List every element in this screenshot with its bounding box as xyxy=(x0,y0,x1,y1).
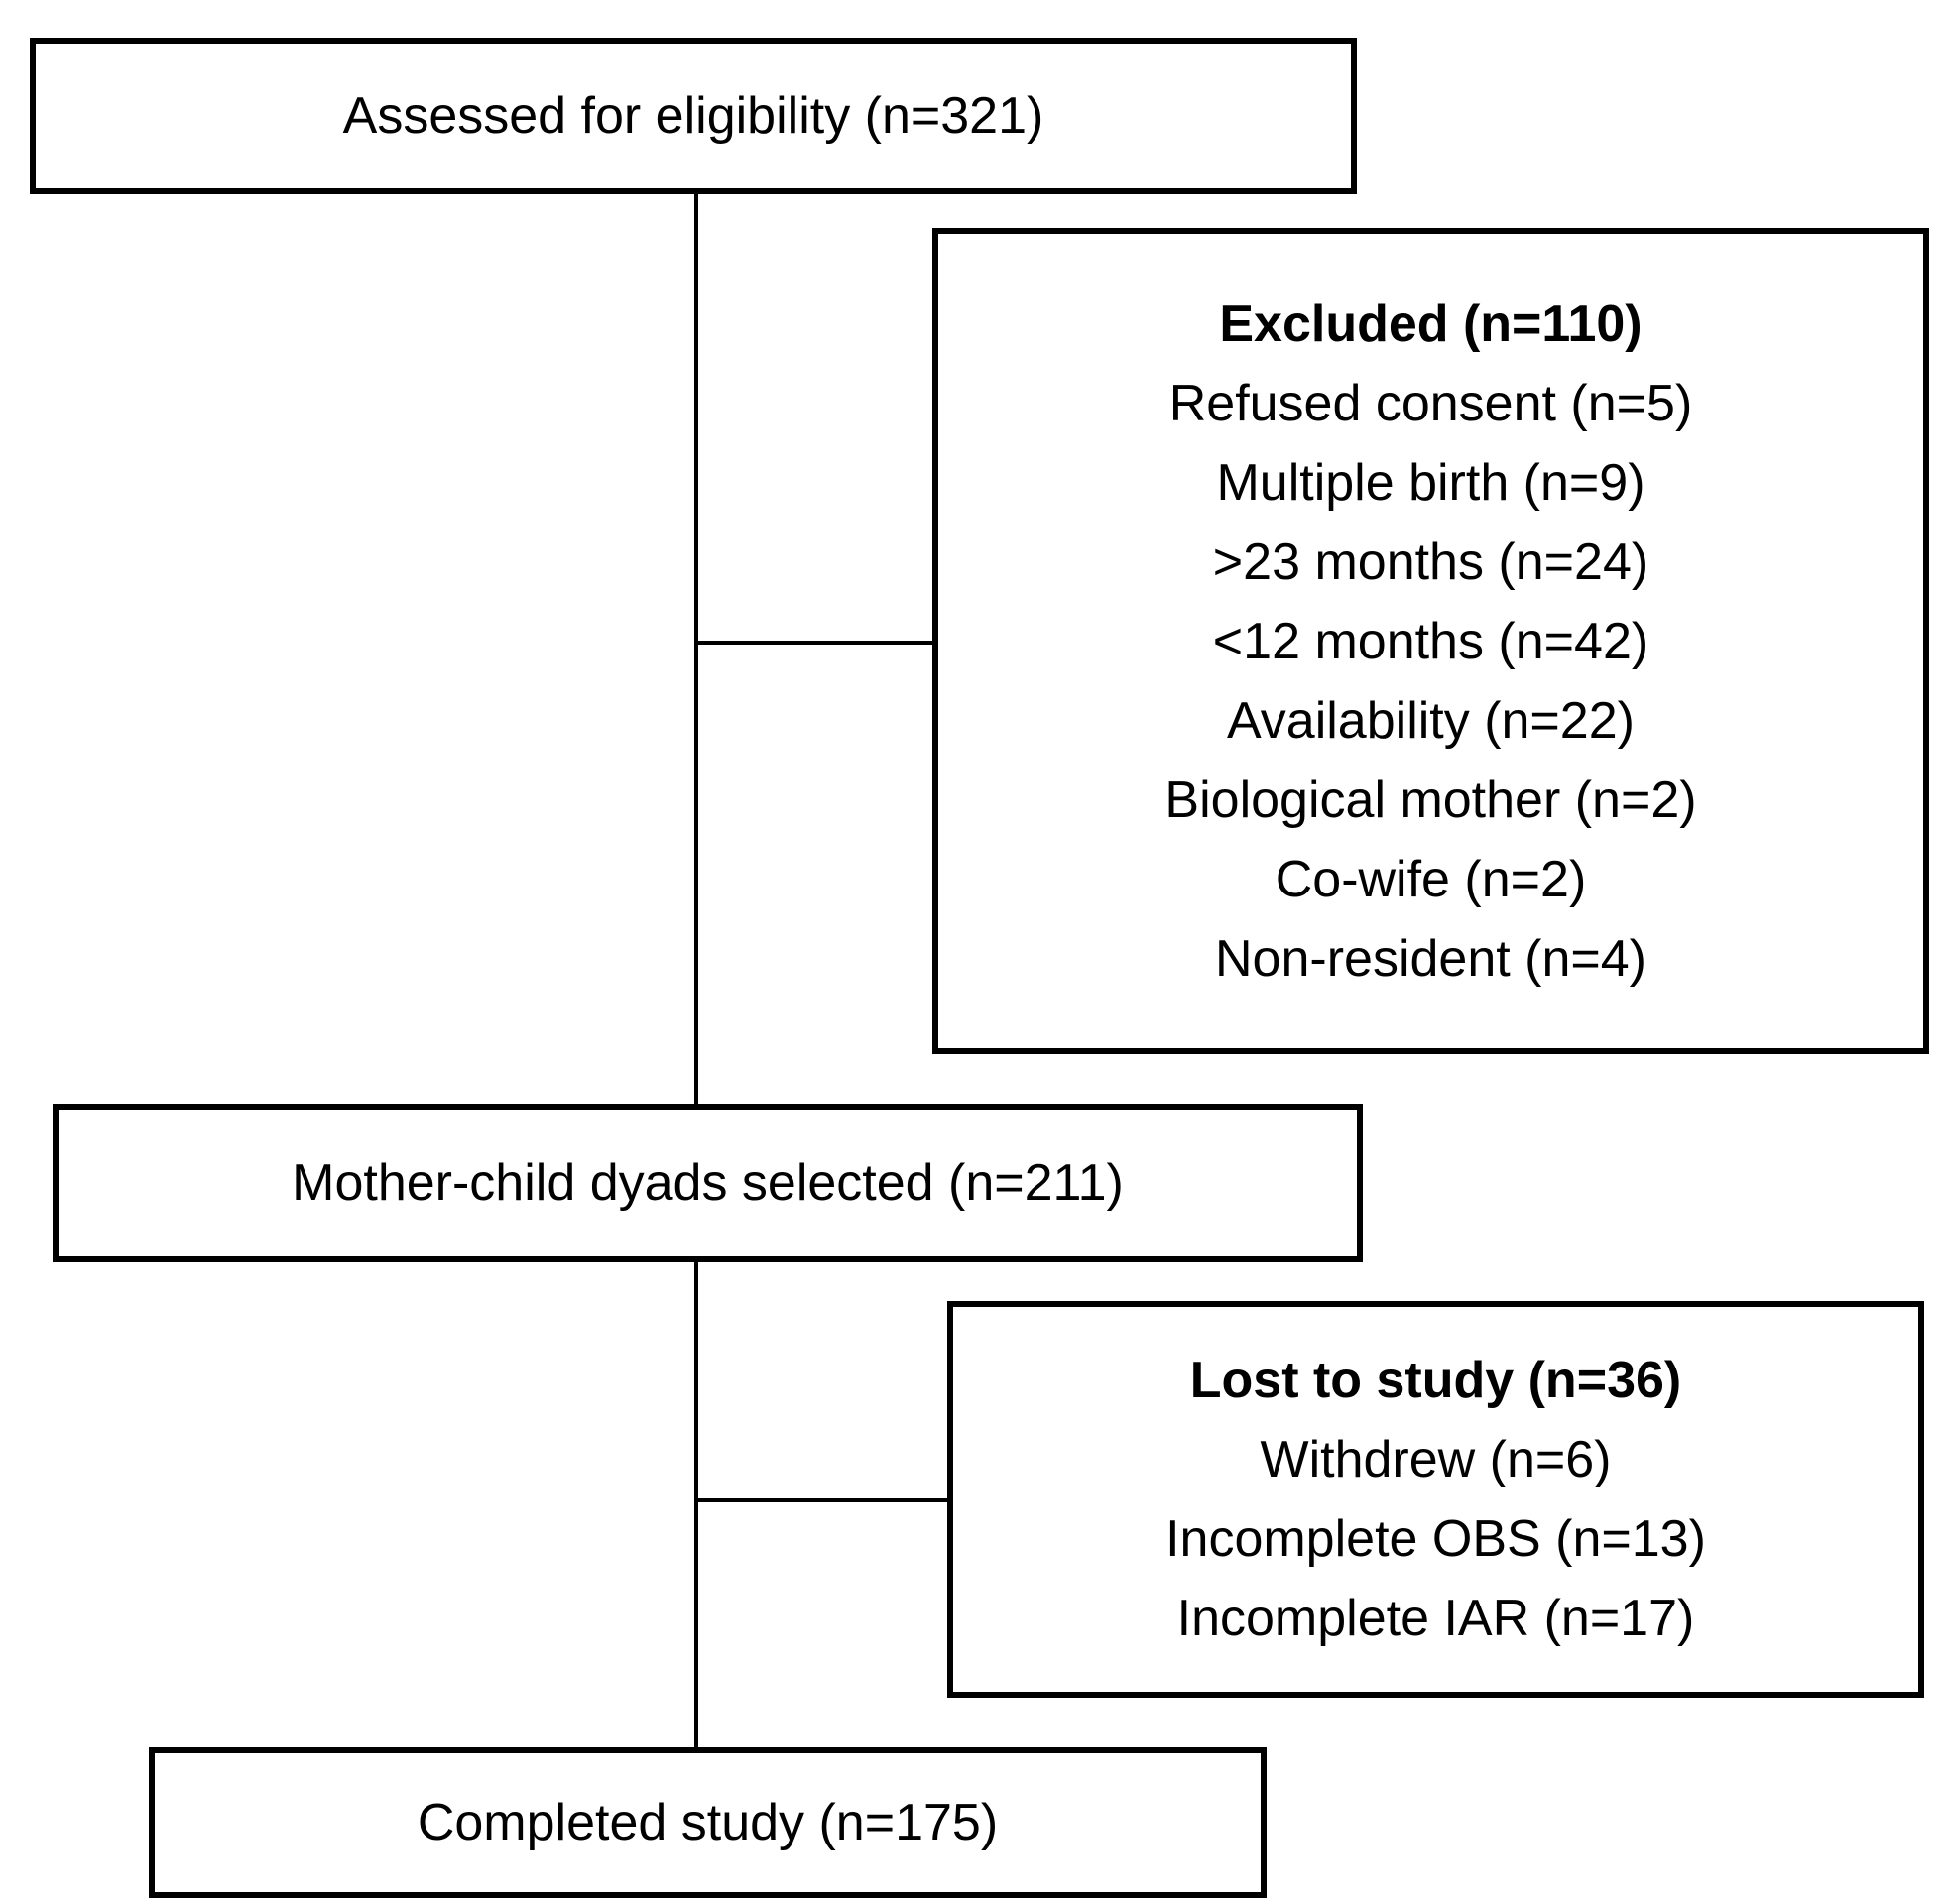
lost-to-study-title: Lost to study (n=36) xyxy=(1189,1352,1682,1409)
lost-item-withdrew: Withdrew (n=6) xyxy=(1260,1431,1612,1488)
excluded-item-under-12-months: <12 months (n=42) xyxy=(1212,612,1649,670)
dyads-selected-box: Mother-child dyads selected (n=211) xyxy=(53,1104,1363,1262)
excluded-item-non-resident: Non-resident (n=4) xyxy=(1215,929,1646,988)
excluded-item-co-wife: Co-wife (n=2) xyxy=(1275,850,1587,908)
connector-selected-to-completed-line xyxy=(694,1262,698,1747)
connector-assessed-to-selected-line xyxy=(694,194,698,1104)
excluded-item-multiple-birth: Multiple birth (n=9) xyxy=(1216,453,1645,512)
excluded-item-biological-mother: Biological mother (n=2) xyxy=(1164,771,1697,829)
excluded-title: Excluded (n=110) xyxy=(1219,295,1643,353)
lost-to-study-box: Lost to study (n=36) Withdrew (n=6) Inco… xyxy=(947,1301,1924,1698)
connector-to-excluded-line xyxy=(696,641,932,645)
excluded-box: Excluded (n=110) Refused consent (n=5) M… xyxy=(932,228,1929,1054)
assessed-for-eligibility-box: Assessed for eligibility (n=321) xyxy=(30,38,1357,194)
completed-study-label: Completed study (n=175) xyxy=(417,1794,999,1851)
dyads-selected-label: Mother-child dyads selected (n=211) xyxy=(292,1154,1124,1212)
excluded-item-availability: Availability (n=22) xyxy=(1227,691,1635,750)
assessed-for-eligibility-label: Assessed for eligibility (n=321) xyxy=(342,87,1044,145)
lost-item-incomplete-obs: Incomplete OBS (n=13) xyxy=(1165,1510,1706,1568)
lost-item-incomplete-iar: Incomplete IAR (n=17) xyxy=(1176,1590,1695,1647)
connector-to-lost-line xyxy=(696,1498,947,1502)
excluded-item-over-23-months: >23 months (n=24) xyxy=(1212,533,1649,591)
completed-study-box: Completed study (n=175) xyxy=(149,1747,1267,1898)
excluded-item-refused-consent: Refused consent (n=5) xyxy=(1168,374,1693,432)
